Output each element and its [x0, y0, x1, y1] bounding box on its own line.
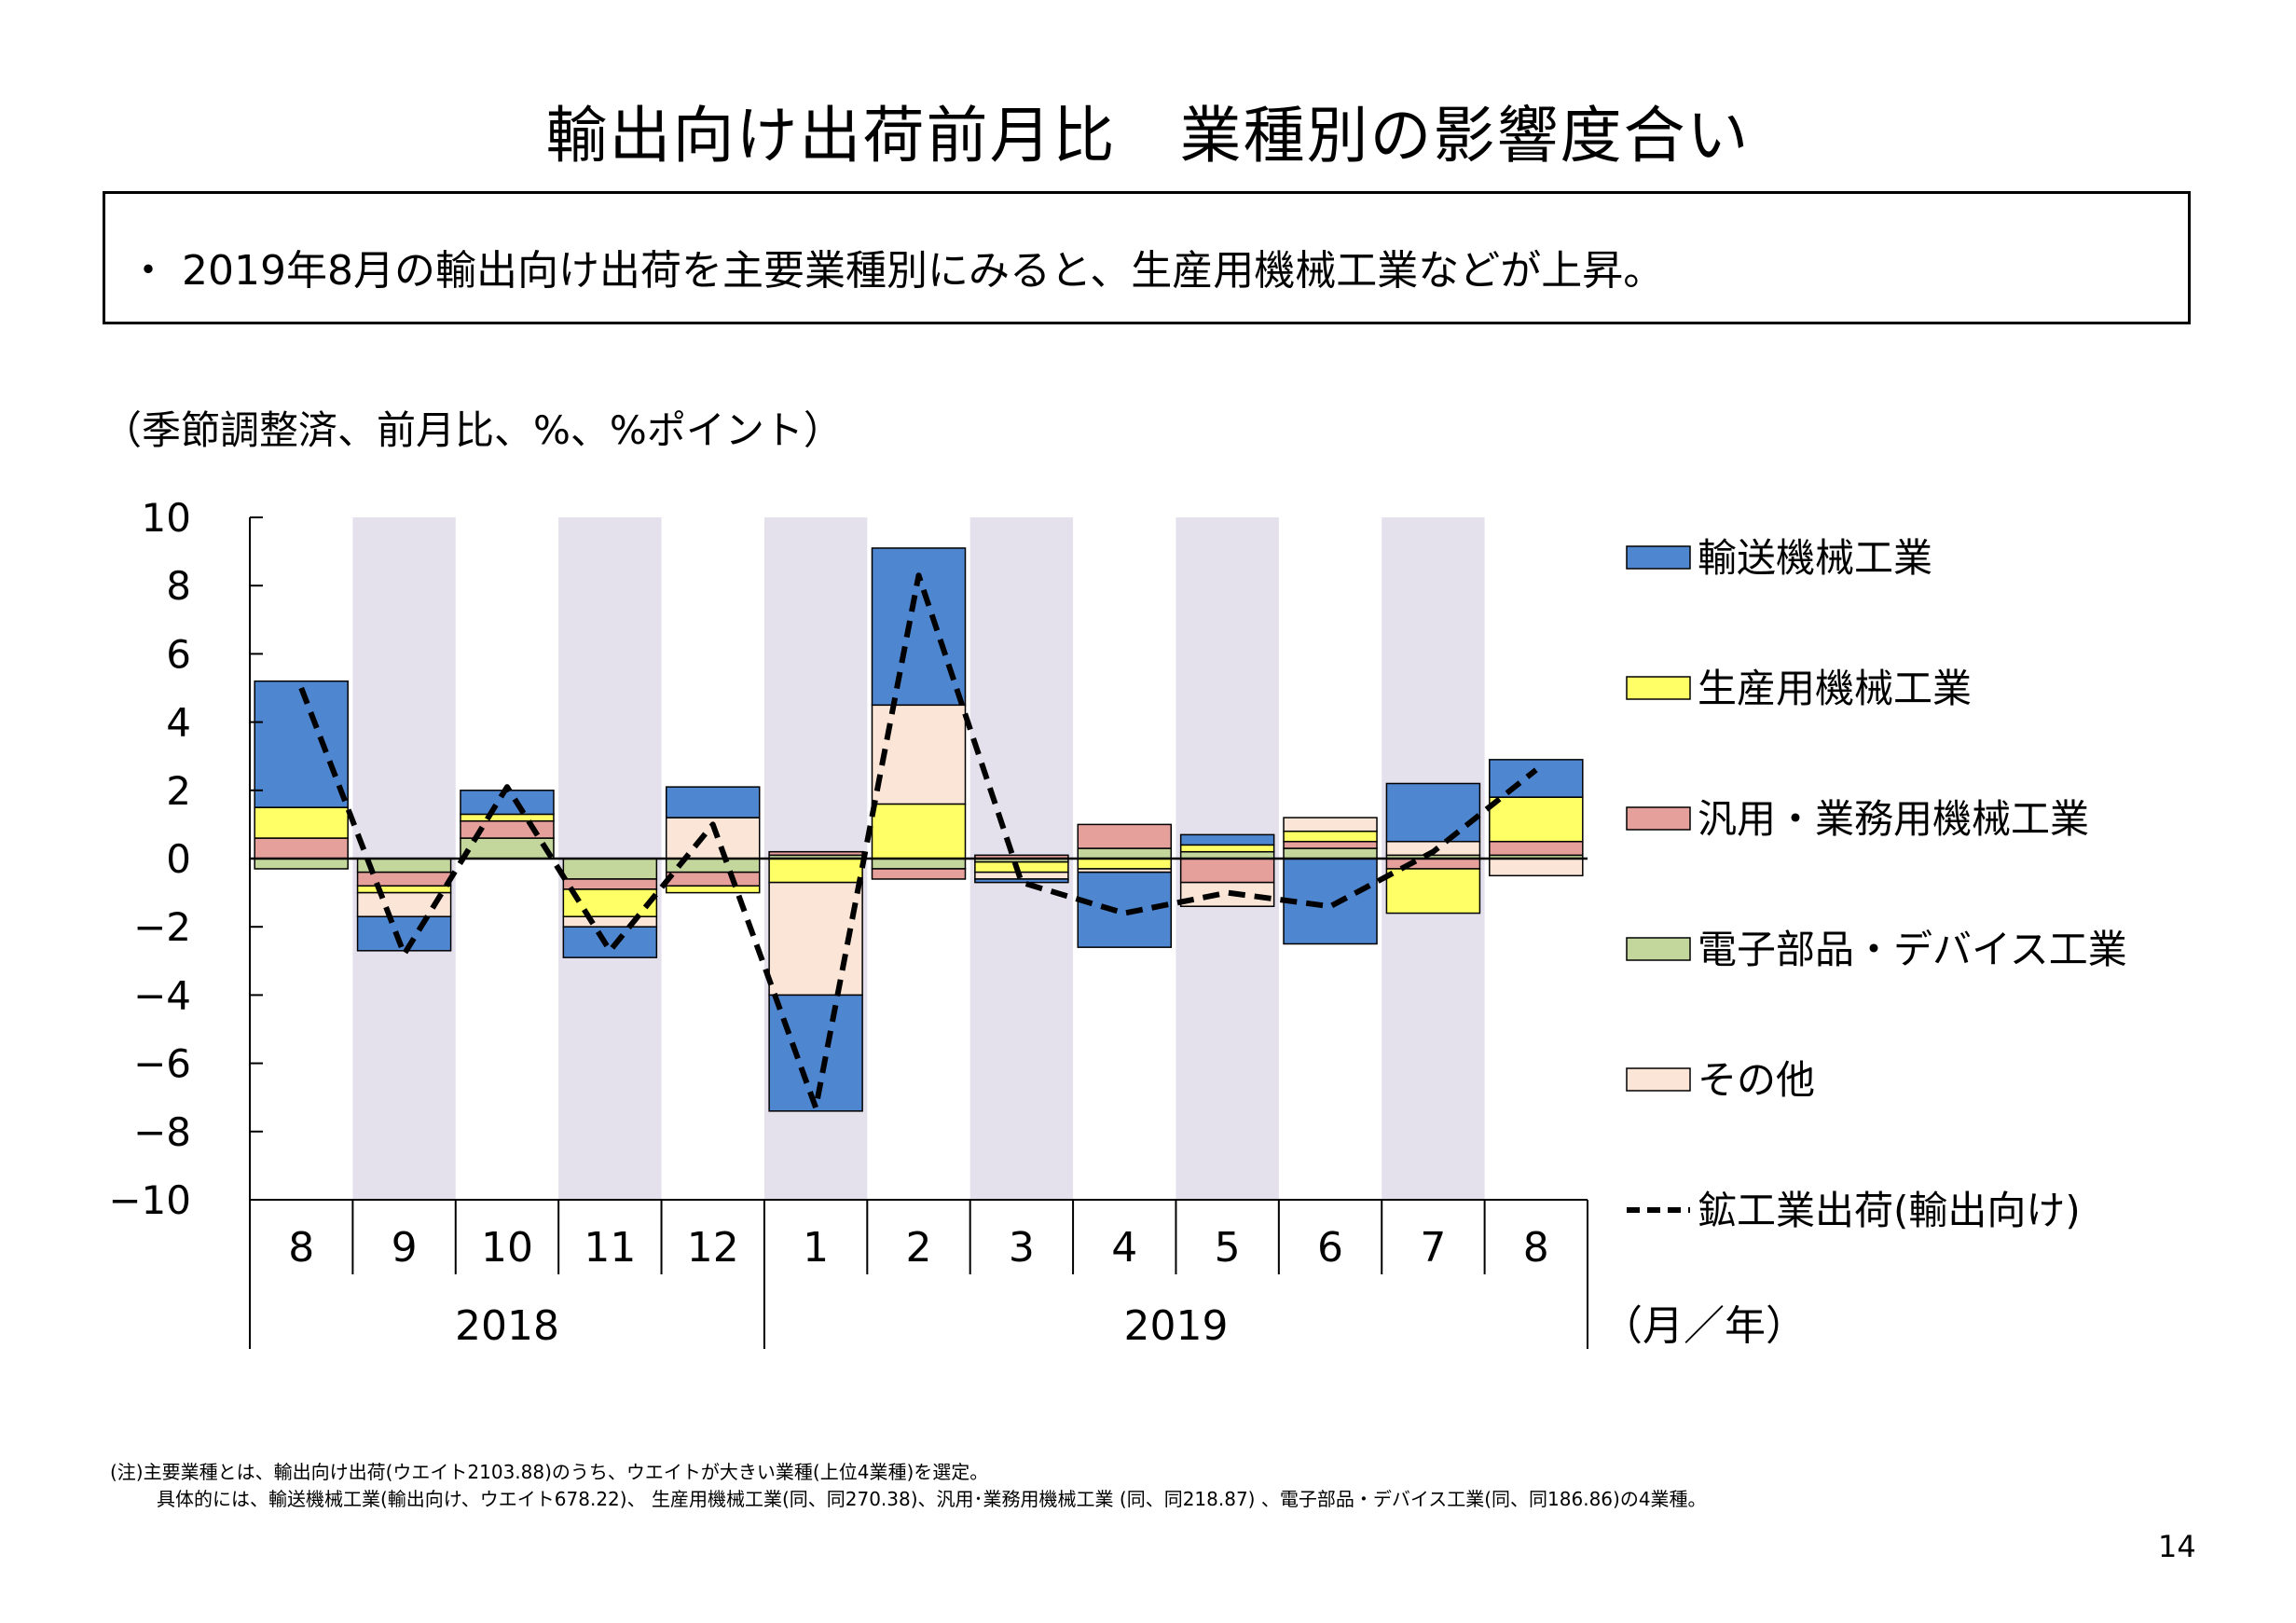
page-number: 14	[2158, 1529, 2196, 1564]
page-title: 輸出向け出荷前月比 業種別の影響度合い	[545, 100, 1751, 172]
bar-segment	[1489, 840, 1584, 857]
x-tick-label: 12	[687, 1224, 739, 1272]
x-tick-label: 11	[584, 1224, 636, 1272]
x-unit-label: （月／年）	[1602, 1302, 1807, 1350]
y-tick-label: 6	[166, 631, 191, 677]
bar-segment	[1179, 833, 1275, 846]
footnote-line-2: 具体的には、輸送機械工業(輸出向け、ウエイト678.22)、 生産用機械工業(同…	[157, 1488, 1707, 1510]
bar-segment	[665, 871, 761, 887]
x-tick-label: 1	[803, 1224, 829, 1272]
x-tick-label: 9	[392, 1224, 418, 1272]
bar-segment	[254, 837, 349, 860]
bar-segment	[871, 704, 967, 805]
bar-segment	[254, 806, 349, 839]
bar-segment	[1179, 858, 1275, 884]
x-tick-label: 4	[1111, 1224, 1137, 1272]
legend-swatch	[1626, 676, 1691, 700]
y-tick-label: 4	[166, 700, 191, 746]
bar-segment	[768, 994, 863, 1112]
x-tick-label: 8	[288, 1224, 314, 1272]
year-group-label: 2018	[455, 1302, 559, 1350]
bar-segment	[1283, 858, 1378, 945]
bar-segment	[1283, 830, 1378, 843]
bar-segment	[1179, 844, 1275, 853]
bar-segment	[1283, 847, 1378, 860]
bar-segment	[871, 858, 967, 870]
bar-segment	[1489, 759, 1584, 798]
x-tick-label: 8	[1523, 1224, 1549, 1272]
bar-segment	[768, 858, 863, 884]
bar-segment	[665, 786, 761, 818]
bar-segment	[871, 547, 967, 707]
bar-segment	[1077, 858, 1173, 870]
x-tick-label: 3	[1009, 1224, 1035, 1272]
year-group-label: 2019	[1123, 1302, 1228, 1350]
bar-segment	[254, 680, 349, 808]
bar-segment	[974, 860, 1069, 873]
legend-label: その他	[1698, 1057, 1815, 1103]
bar-segment	[1077, 823, 1173, 849]
bar-segment	[460, 790, 555, 816]
y-tick-label: −10	[108, 1177, 191, 1223]
bar-segment	[562, 878, 658, 890]
bar-segment	[1489, 796, 1584, 843]
legend-swatch	[1626, 806, 1691, 831]
x-tick-label: 7	[1420, 1224, 1446, 1272]
y-tick-label: −2	[133, 904, 191, 950]
bar-segment	[1283, 840, 1378, 849]
y-tick-label: −8	[133, 1109, 191, 1155]
bar-segment	[871, 868, 967, 880]
y-tick-label: 0	[166, 836, 191, 882]
y-tick-label: 8	[166, 563, 191, 609]
legend-label: 鉱工業出荷(輸出向け)	[1698, 1188, 2081, 1233]
legend-label: 電子部品・デバイス工業	[1698, 927, 2127, 972]
legend-swatch	[1626, 937, 1691, 961]
bar-segment	[356, 915, 452, 952]
legend-label: 汎用・業務用機械工業	[1698, 796, 2089, 842]
bar-segment	[356, 885, 452, 894]
summary-text: ・ 2019年8月の輸出向け出荷を主要業種別にみると、生産用機械工業などが上昇。	[128, 247, 1665, 295]
chart-unit-note: （季節調整済、前月比、%、%ポイント）	[103, 407, 843, 453]
legend-label: 生産用機械工業	[1698, 666, 1972, 711]
line-series	[298, 572, 1538, 1111]
bar-segment	[768, 850, 863, 857]
bar-segment	[562, 926, 658, 958]
y-tick-label: −6	[133, 1041, 191, 1087]
y-tick-label: 2	[166, 768, 191, 814]
bar-segment	[1077, 871, 1173, 948]
bar-segment	[665, 885, 761, 894]
legend-swatch	[1626, 545, 1691, 570]
bar-segment	[460, 813, 555, 822]
y-tick-label: −4	[133, 972, 191, 1018]
bar-segment	[1385, 868, 1481, 915]
bar-segment	[974, 878, 1069, 884]
x-tick-label: 2	[906, 1224, 932, 1272]
bar-segment	[1385, 782, 1481, 843]
legend-label: 輸送機械工業	[1698, 535, 1932, 581]
bar-segment	[1077, 847, 1173, 860]
bar-segment	[1283, 817, 1378, 832]
bar-segment	[562, 888, 658, 917]
bar-segment	[562, 858, 658, 880]
bar-segment	[871, 803, 967, 860]
bar-segment	[1489, 858, 1584, 877]
bar-segment	[562, 915, 658, 928]
x-tick-label: 10	[481, 1224, 533, 1272]
legend-swatch	[1626, 1067, 1691, 1092]
footnote-line-1: (注)主要業種とは、輸出向け出荷(ウエイト2103.88)のうち、ウエイトが大き…	[110, 1461, 989, 1483]
x-tick-label: 5	[1215, 1224, 1241, 1272]
x-tick-label: 6	[1317, 1224, 1343, 1272]
y-tick-label: 10	[142, 495, 191, 541]
summary-box: ・ 2019年8月の輸出向け出荷を主要業種別にみると、生産用機械工業などが上昇。	[103, 191, 2191, 324]
bar-segment	[254, 858, 349, 870]
